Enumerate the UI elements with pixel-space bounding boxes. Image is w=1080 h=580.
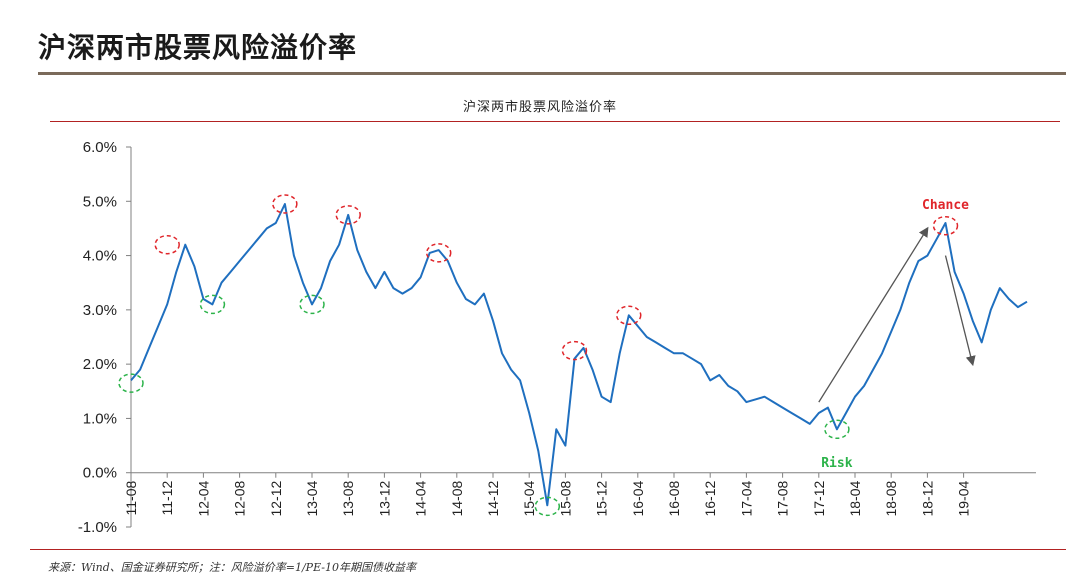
chart-axes	[130, 147, 1036, 527]
high-point-marker	[932, 215, 959, 236]
chart-bottom-divider	[30, 549, 1066, 550]
y-axis-ticks: -1.0% 0.0% 1.0% 2.0% 3.0% 4.0% 5.0% 6.0%	[78, 139, 131, 536]
low-point-marker	[299, 294, 325, 315]
series-group	[130, 203, 1028, 507]
x-tick-label: 14-04	[413, 481, 429, 517]
x-tick-label: 19-04	[956, 481, 972, 517]
x-tick-label: 17-12	[811, 481, 827, 517]
trend-arrow	[944, 255, 976, 367]
low-point-marker	[534, 496, 561, 517]
trend-arrow	[818, 226, 929, 403]
chart-title: 沪深两市股票风险溢价率	[462, 100, 617, 115]
low-point-marker	[824, 419, 850, 440]
low-point-marker	[199, 294, 226, 315]
x-tick-label: 18-12	[919, 481, 935, 517]
x-tick-label: 15-12	[594, 481, 610, 517]
x-tick-label: 11-08	[123, 481, 139, 516]
high-point-marker	[335, 205, 361, 225]
high-point-marker	[425, 243, 452, 263]
x-tick-label: 11-12	[159, 481, 175, 516]
x-axis-ticks: 11-08 11-12 12-04 12-08 12-12 13-04 13-08 13-12…	[123, 472, 972, 517]
y-tick-label: -1.0%	[78, 519, 117, 536]
high-point-marker	[561, 340, 588, 361]
annotation-chance: Chance	[922, 198, 969, 213]
x-tick-label: 12-08	[232, 481, 248, 517]
y-tick-label: 1.0%	[83, 410, 117, 427]
x-tick-label: 12-04	[195, 481, 211, 517]
source-note: 来源：Wind、国金证券研究所；注：风险溢价率=1/PE-10年期国债收益率	[48, 561, 417, 574]
slide-title: 沪深两市股票风险溢价率	[38, 31, 358, 64]
risk-premium-line	[130, 203, 1028, 507]
annotation-risk: Risk	[821, 456, 852, 471]
x-tick-label: 13-12	[376, 481, 392, 517]
y-tick-label: 6.0%	[83, 139, 117, 156]
x-tick-label: 18-08	[883, 481, 899, 517]
x-tick-label: 16-08	[666, 481, 682, 517]
high-point-marker	[272, 194, 298, 214]
marker-group	[118, 194, 959, 517]
high-point-marker	[154, 234, 180, 255]
y-tick-label: 4.0%	[83, 248, 117, 265]
y-tick-label: 2.0%	[83, 356, 117, 373]
chart-top-divider	[50, 121, 1060, 122]
x-tick-label: 18-04	[847, 481, 863, 517]
x-tick-label: 17-08	[775, 481, 791, 517]
x-tick-label: 16-04	[630, 481, 646, 517]
y-tick-label: 5.0%	[83, 193, 117, 210]
x-tick-label: 13-04	[304, 481, 320, 517]
high-point-marker	[616, 305, 642, 326]
x-tick-label: 17-04	[738, 481, 754, 517]
x-tick-label: 15-04	[521, 481, 537, 517]
y-tick-label: 3.0%	[83, 302, 117, 319]
x-tick-label: 14-08	[449, 481, 465, 517]
low-point-marker	[118, 373, 144, 393]
x-tick-label: 13-08	[340, 481, 356, 517]
title-divider	[38, 72, 1066, 75]
x-tick-label: 14-12	[485, 481, 501, 517]
x-tick-label: 16-12	[702, 481, 718, 517]
x-tick-label: 15-08	[557, 481, 573, 517]
x-tick-label: 12-12	[268, 481, 284, 517]
y-tick-label: 0.0%	[83, 465, 117, 482]
arrow-group	[818, 226, 976, 403]
annotation-group: Chance Risk	[821, 198, 969, 471]
